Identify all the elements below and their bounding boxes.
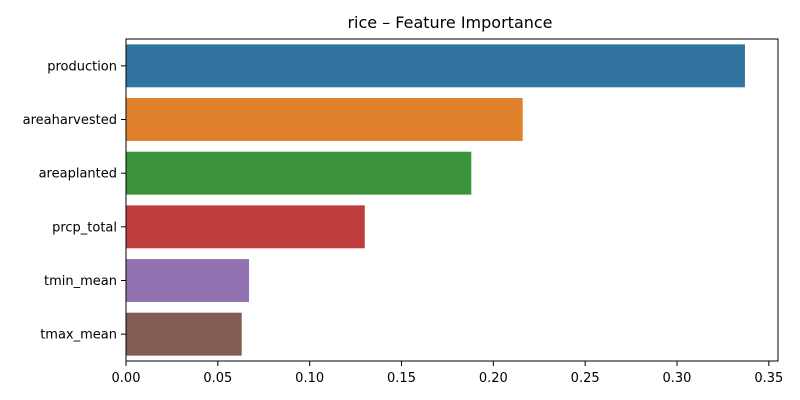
bar-tmax-mean: [126, 312, 242, 356]
x-tick-label: 0.25: [571, 371, 600, 386]
y-tick-label: production: [47, 59, 117, 74]
y-tick-label: tmax_mean: [40, 328, 117, 343]
y-tick-label: areaharvested: [23, 113, 117, 128]
x-tick-label: 0.15: [387, 371, 416, 386]
bar-production: [126, 44, 745, 88]
bar-prcp-total: [126, 205, 365, 249]
bar-areaharvested: [126, 98, 523, 141]
bar-areaplanted: [126, 151, 472, 195]
bars-group: [126, 44, 745, 356]
x-tick-label: 0.30: [663, 371, 692, 386]
bar-tmin-mean: [126, 259, 250, 302]
x-tick-label: 0.05: [203, 371, 232, 386]
x-tick-label: 0.00: [112, 371, 141, 386]
plot-frame: [125, 38, 779, 362]
x-tick-label: 0.10: [295, 371, 324, 386]
x-tick-label: 0.20: [479, 371, 508, 386]
y-axis-ticks: production areaharvested areaplanted prcp_t…: [23, 59, 126, 343]
y-tick-label: areaplanted: [39, 167, 117, 182]
y-tick-label: prcp_total: [52, 220, 117, 235]
x-tick-label: 0.35: [754, 371, 783, 386]
x-axis-ticks: 0.00 0.05 0.10 0.15 0.20 0.25 0.30 0.35: [112, 361, 783, 386]
y-tick-label: tmin_mean: [44, 274, 117, 289]
chart-title: rice – Feature Importance: [347, 13, 552, 32]
